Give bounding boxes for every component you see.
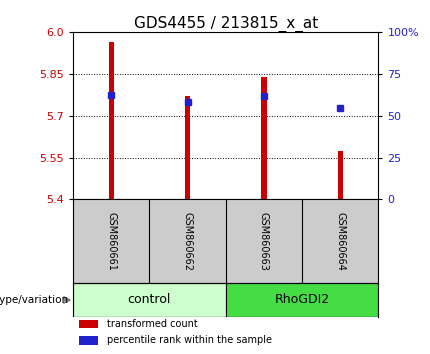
- Text: RhoGDI2: RhoGDI2: [274, 293, 330, 307]
- Bar: [79, 336, 98, 344]
- Text: transformed count: transformed count: [107, 319, 197, 329]
- Bar: [109, 42, 114, 199]
- Text: GSM860664: GSM860664: [335, 212, 345, 271]
- Text: GSM860662: GSM860662: [183, 212, 193, 271]
- Text: control: control: [128, 293, 171, 307]
- Title: GDS4455 / 213815_x_at: GDS4455 / 213815_x_at: [134, 16, 318, 32]
- Bar: [73, 283, 226, 317]
- Text: percentile rank within the sample: percentile rank within the sample: [107, 335, 272, 345]
- Bar: [338, 150, 343, 199]
- Bar: [261, 76, 267, 199]
- Text: genotype/variation: genotype/variation: [0, 295, 69, 305]
- Bar: [185, 96, 190, 199]
- Bar: [79, 320, 98, 328]
- Text: GSM860661: GSM860661: [106, 212, 116, 271]
- Bar: [226, 283, 378, 317]
- Text: GSM860663: GSM860663: [259, 212, 269, 271]
